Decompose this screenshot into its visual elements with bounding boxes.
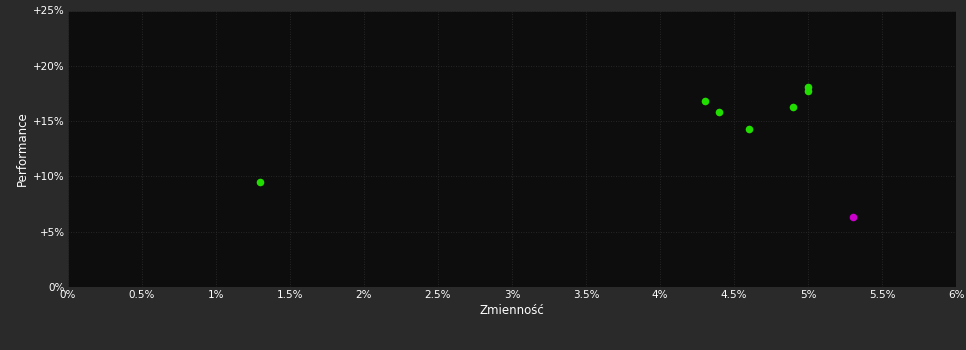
Point: [712, 110, 727, 115]
Point: [785, 104, 801, 110]
Y-axis label: Performance: Performance: [15, 111, 29, 186]
Point: [741, 126, 756, 132]
Point: [252, 179, 268, 185]
X-axis label: Zmienność: Zmienność: [479, 304, 545, 317]
Point: [845, 215, 861, 220]
Point: [801, 84, 816, 90]
Point: [801, 89, 816, 94]
Point: [696, 98, 712, 104]
